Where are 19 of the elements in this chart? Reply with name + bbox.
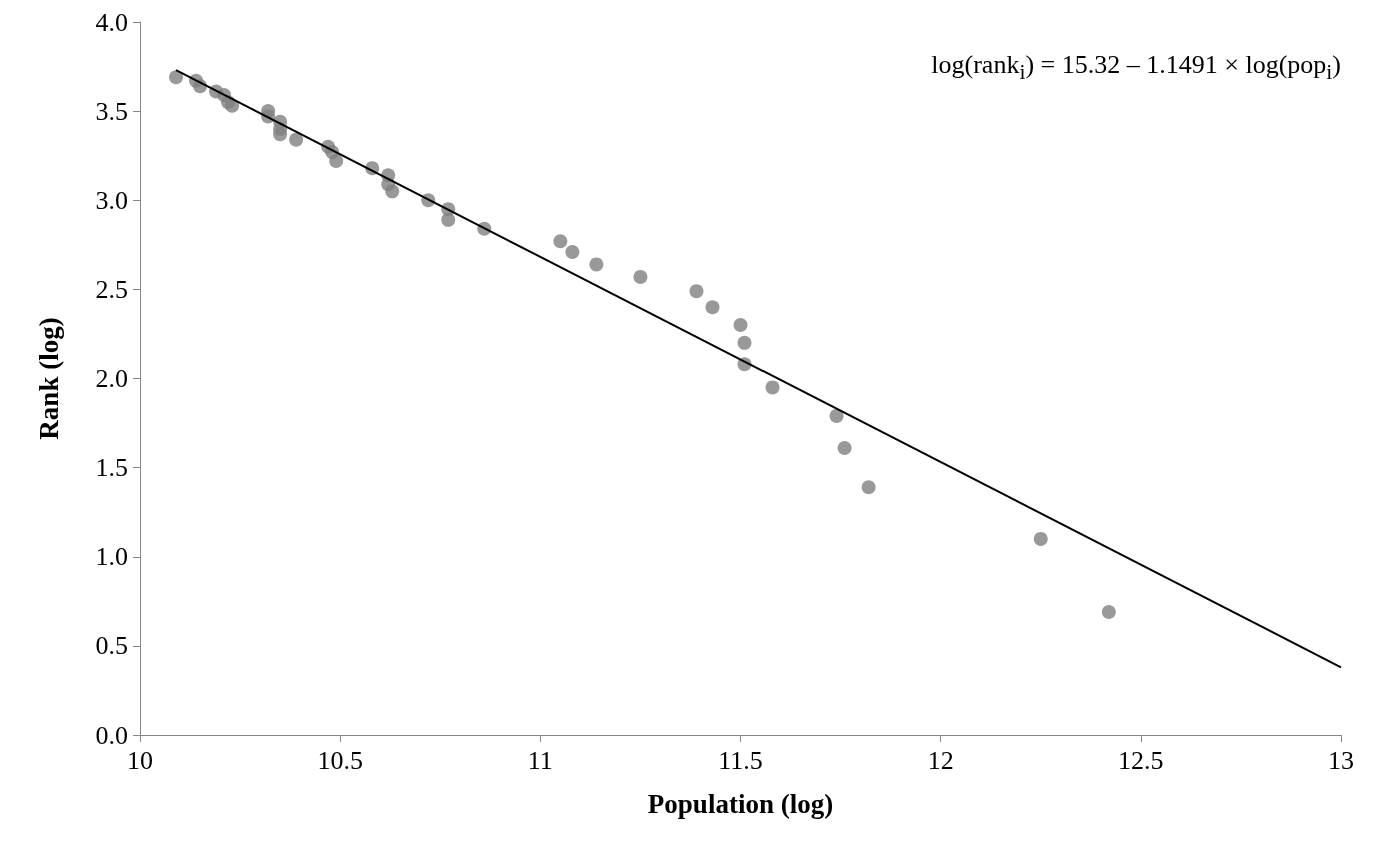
x-tick-label: 12.5 <box>1118 745 1164 775</box>
annotation: log(rank$_{i}$) = 15.32 – 1.1491 × log(pop$_{i}$) <box>931 50 1341 86</box>
x-axis-title: Population (log) <box>647 788 834 819</box>
y-tick-label: 2.0 <box>95 364 128 393</box>
y-tick-label: 0.0 <box>95 720 128 750</box>
x-tick-label: 10 <box>127 745 153 775</box>
y-tick-label: 3.5 <box>95 96 128 126</box>
y-tick-label: 2.5 <box>95 274 128 304</box>
y-tick-label: 1.0 <box>95 542 128 572</box>
y-axis-title: Rank (log) <box>33 317 64 440</box>
x-tick-label: 10.5 <box>317 745 363 775</box>
y-tick-label: 1.5 <box>95 453 128 483</box>
x-tick-label: 12 <box>927 745 954 775</box>
y-tick-label: 0.5 <box>95 631 128 661</box>
x-tick-label: 11 <box>527 745 553 775</box>
y-tick-label: 4.0 <box>95 7 128 37</box>
x-tick-label: 13 <box>1328 745 1354 775</box>
y-tick-label: 3.0 <box>95 185 128 215</box>
x-tick-label: 11.5 <box>718 745 763 775</box>
